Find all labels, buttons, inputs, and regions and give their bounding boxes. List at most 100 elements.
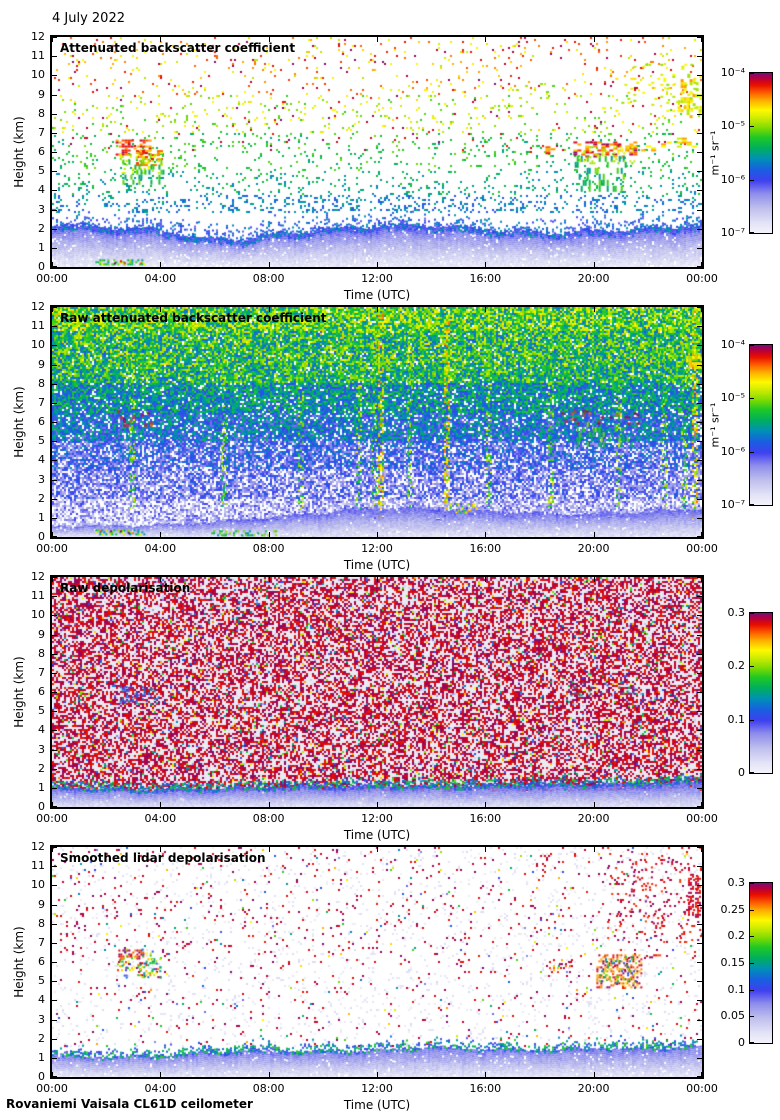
y-tick-mark: [697, 1000, 702, 1001]
x-tick-mark: [52, 1072, 53, 1077]
y-tick-mark: [697, 654, 702, 655]
y-tick-mark: [52, 806, 57, 807]
y-tick-label: 8: [38, 106, 45, 120]
x-tick-mark: [269, 307, 270, 312]
colorbar-tick-mark: [750, 73, 754, 74]
instrument-annotation: Rovaniemi Vaisala CL61D ceilometer: [6, 1097, 253, 1111]
y-tick-mark: [697, 769, 702, 770]
x-tick-mark: [52, 802, 53, 807]
y-tick-mark: [697, 345, 702, 346]
x-tick-mark: [269, 1072, 270, 1077]
x-tick-mark: [269, 532, 270, 537]
y-tick-mark: [52, 673, 57, 674]
y-tick-mark: [52, 114, 57, 115]
x-tick-label: 08:00: [252, 272, 285, 285]
colorbar-tick-label: 0.1: [727, 982, 746, 996]
y-tick-mark: [52, 190, 57, 191]
x-tick-mark: [485, 1072, 486, 1077]
y-axis-label: Height (km): [12, 116, 26, 188]
colorbar-unit-label: m⁻¹ sr⁻¹: [708, 402, 722, 448]
colorbar-canvas: [750, 613, 772, 773]
x-tick-mark: [594, 802, 595, 807]
colorbar-tick-label: 10⁻⁷: [720, 226, 745, 239]
y-tick-mark: [52, 441, 57, 442]
y-tick-mark: [52, 866, 57, 867]
y-tick-mark: [697, 37, 702, 38]
x-tick-mark: [52, 37, 53, 42]
y-tick-label: 9: [38, 87, 45, 101]
x-tick-mark: [160, 1072, 161, 1077]
x-tick-label: 00:00: [36, 812, 68, 825]
colorbar-tick-label: 0.25: [720, 902, 746, 916]
y-tick-mark: [52, 95, 57, 96]
y-tick-label: 3: [38, 1012, 45, 1026]
panel-title: Raw depolarisation: [60, 581, 191, 595]
panel-title: Raw attenuated backscatter coefficient: [60, 311, 327, 325]
y-tick-mark: [697, 1076, 702, 1077]
y-tick-mark: [697, 422, 702, 423]
y-tick-mark: [697, 635, 702, 636]
x-tick-label: 12:00: [361, 272, 393, 285]
panel-attenuated-backscatter: Attenuated backscatter coefficient Heigh…: [12, 30, 718, 302]
y-tick-label: 6: [38, 955, 45, 968]
y-tick-mark: [697, 536, 702, 537]
x-tick-label: 16:00: [469, 272, 502, 285]
y-tick-mark: [697, 307, 702, 308]
y-tick-mark: [697, 1058, 702, 1059]
y-tick-mark: [697, 981, 702, 982]
colorbar-tick-label: 10⁻⁴: [720, 66, 745, 79]
y-tick-mark: [697, 133, 702, 134]
y-tick-label: 3: [38, 472, 45, 486]
y-tick-label: 2: [38, 491, 45, 505]
x-tick-label: 20:00: [577, 1082, 610, 1095]
y-tick-mark: [52, 788, 57, 789]
y-tick-mark: [52, 1020, 57, 1021]
colorbar-tick-mark: [750, 504, 754, 505]
y-tick-label: 0: [38, 1070, 45, 1083]
y-tick-label: 5: [38, 704, 45, 718]
panel-raw-attenuated-backscatter: Raw attenuated backscatter coefficient H…: [12, 300, 718, 572]
y-tick-mark: [52, 56, 57, 57]
x-tick-mark: [485, 37, 486, 42]
colorbar-tick-label: 10⁻⁶: [720, 172, 745, 186]
y-tick-label: 8: [38, 646, 45, 660]
y-tick-mark: [52, 499, 57, 500]
y-tick-label: 5: [38, 434, 45, 448]
y-tick-mark: [697, 326, 702, 327]
x-tick-label: 20:00: [577, 272, 610, 285]
y-tick-mark: [52, 536, 57, 537]
x-tick-label: 16:00: [469, 1082, 502, 1095]
x-tick-label: 20:00: [577, 542, 610, 555]
y-tick-label: 11: [31, 589, 45, 603]
y-tick-mark: [697, 885, 702, 886]
y-tick-mark: [697, 441, 702, 442]
y-tick-label: 6: [38, 145, 45, 158]
y-tick-mark: [52, 1000, 57, 1001]
x-tick-label: 04:00: [144, 812, 177, 825]
heatmap-canvas-raw-depolarisation: [52, 577, 702, 807]
colorbar-tick-label: 0.3: [727, 876, 746, 889]
y-tick-label: 11: [31, 49, 45, 63]
y-tick-mark: [697, 750, 702, 751]
y-tick-label: 6: [38, 415, 45, 428]
panel-smoothed-depolarisation: Smoothed lidar depolarisation Height (km…: [12, 840, 718, 1112]
y-tick-mark: [52, 326, 57, 327]
y-tick-label: 11: [31, 859, 45, 873]
y-tick-mark: [697, 1039, 702, 1040]
y-tick-label: 12: [31, 300, 45, 313]
x-tick-mark: [377, 262, 378, 267]
x-tick-mark: [701, 577, 702, 582]
y-tick-mark: [52, 345, 57, 346]
y-tick-label: 12: [31, 570, 45, 583]
y-tick-label: 3: [38, 742, 45, 756]
x-tick-mark: [701, 262, 702, 267]
x-axis-label: Time (UTC): [343, 558, 411, 572]
y-tick-label: 0: [38, 800, 45, 813]
x-tick-mark: [377, 847, 378, 852]
colorbar-tick-mark: [750, 1042, 754, 1043]
y-axis-label: Height (km): [12, 656, 26, 728]
x-tick-mark: [52, 847, 53, 852]
x-tick-label: 00:00: [686, 812, 718, 825]
y-tick-label: 0: [38, 530, 45, 543]
y-tick-mark: [52, 248, 57, 249]
